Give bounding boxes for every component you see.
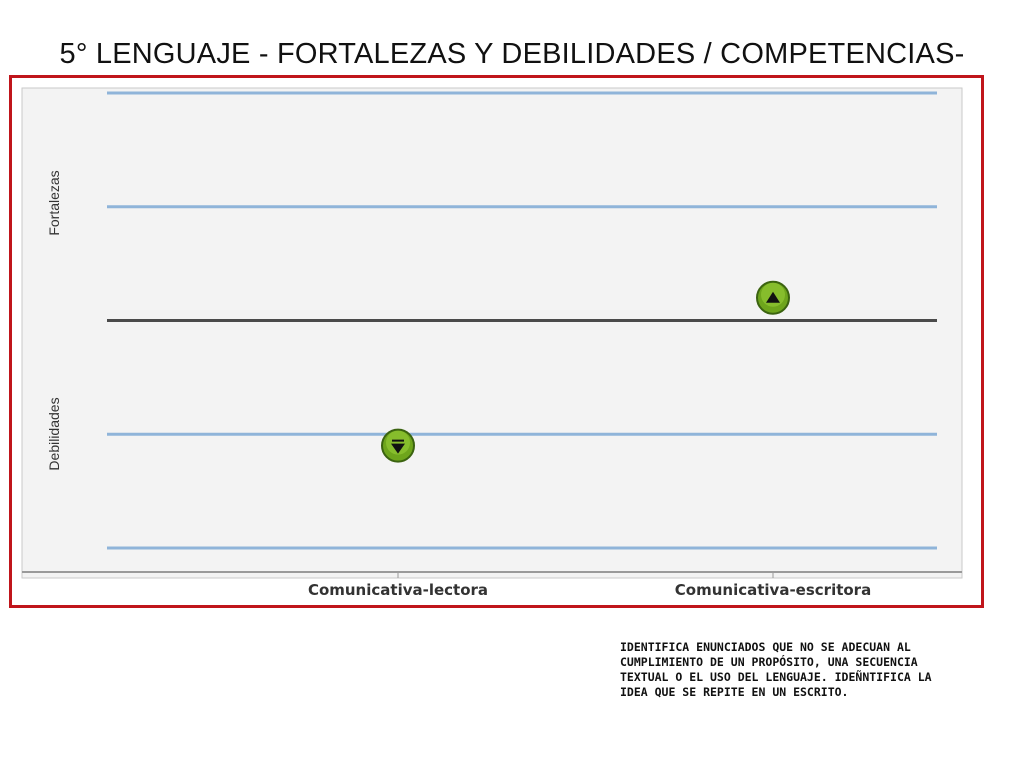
slide-title: 5° LENGUAJE - FORTALEZAS Y DEBILIDADES /…	[59, 38, 965, 70]
down-arrow-icon	[381, 428, 415, 463]
note-text: IDENTIFICA ENUNCIADOS QUE NO SE ADECUAN …	[620, 640, 932, 699]
data-point-highlight	[386, 430, 410, 455]
triangle-up-glyph	[766, 291, 780, 303]
triangle-down-glyph	[391, 439, 405, 454]
points-layer	[381, 280, 790, 463]
y-label-debilidades: Debilidades	[46, 397, 62, 470]
y-label-fortalezas: Fortalezas	[46, 170, 62, 235]
x-tick-label-lectora: Comunicativa-lectora	[308, 581, 488, 599]
plot-background	[21, 87, 963, 579]
chart-svg: Fortalezas Debilidades Comunicativa-lect…	[21, 87, 963, 599]
x-tick-label-escritora: Comunicativa-escritora	[675, 581, 871, 599]
grid-layer	[107, 91, 937, 550]
chart-frame: Fortalezas Debilidades Comunicativa-lect…	[9, 75, 984, 608]
up-arrow-icon	[756, 280, 790, 315]
